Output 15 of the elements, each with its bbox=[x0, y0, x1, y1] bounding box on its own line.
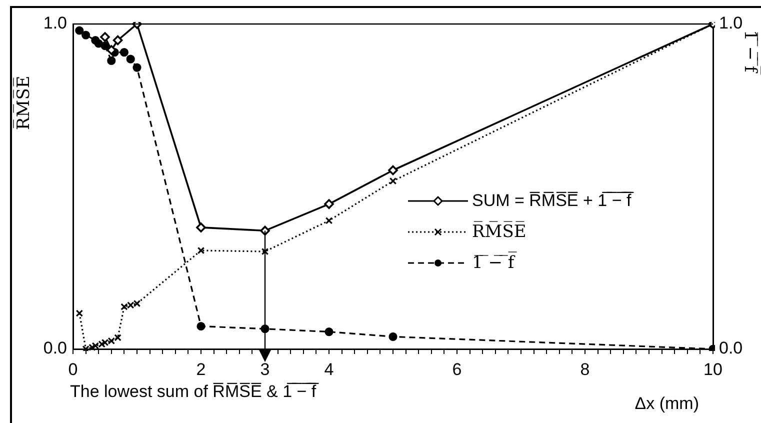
y2-tick-label: 1.0 bbox=[719, 14, 743, 33]
legend-label: R̅M̅S̅E̅ bbox=[472, 222, 526, 242]
x-tick-label: 6 bbox=[452, 360, 462, 379]
x-tick-label: 8 bbox=[580, 360, 590, 379]
x-axis-title: Δx (mm) bbox=[634, 394, 699, 414]
legend-label: 1̅ ̅−̅ ̅f̅ bbox=[472, 252, 514, 272]
x-tick-label: 2 bbox=[196, 360, 206, 379]
text: The lowest sum of R̅M̅S̅E̅ & 1̅ ̅−̅ ̅f̅ bbox=[70, 382, 316, 402]
x-tick-label: 10 bbox=[704, 360, 722, 379]
x-tick-label: 0 bbox=[68, 360, 78, 379]
x-tick-label: 4 bbox=[324, 360, 334, 379]
y-axis-title: R̅M̅S̅E̅ bbox=[14, 76, 34, 130]
y2-tick-label: 0.0 bbox=[719, 338, 743, 358]
legend-label: SUM = R̅M̅S̅E̅ + 1̅ ̅−̅ ̅f̅ bbox=[472, 190, 632, 210]
x-tick-label: 3 bbox=[260, 360, 270, 379]
